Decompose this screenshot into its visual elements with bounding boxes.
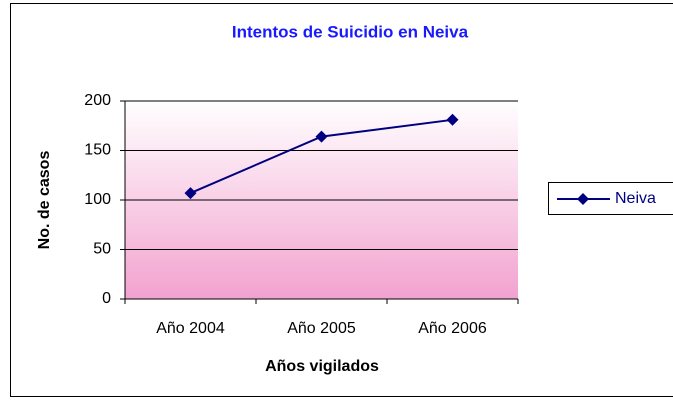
x-axis-title: Años vigilados xyxy=(265,358,379,375)
marker xyxy=(184,187,197,200)
x-tick-label: Año 2006 xyxy=(418,320,487,337)
legend-marker xyxy=(577,193,589,205)
y-tick-label: 200 xyxy=(84,92,111,109)
chart-title: Intentos de Suicidio en Neiva xyxy=(232,22,469,41)
legend-label: Neiva xyxy=(615,190,656,207)
y-tick-label: 100 xyxy=(84,191,111,208)
y-tick-label: 50 xyxy=(93,241,111,258)
y-tick-label: 150 xyxy=(84,142,111,159)
marker xyxy=(446,113,459,126)
marker xyxy=(315,130,328,143)
x-tick-label: Año 2004 xyxy=(156,320,225,337)
y-tick-label: 0 xyxy=(102,290,111,307)
x-tick-label: Año 2005 xyxy=(287,320,356,337)
y-axis-title: No. de casos xyxy=(36,151,53,250)
